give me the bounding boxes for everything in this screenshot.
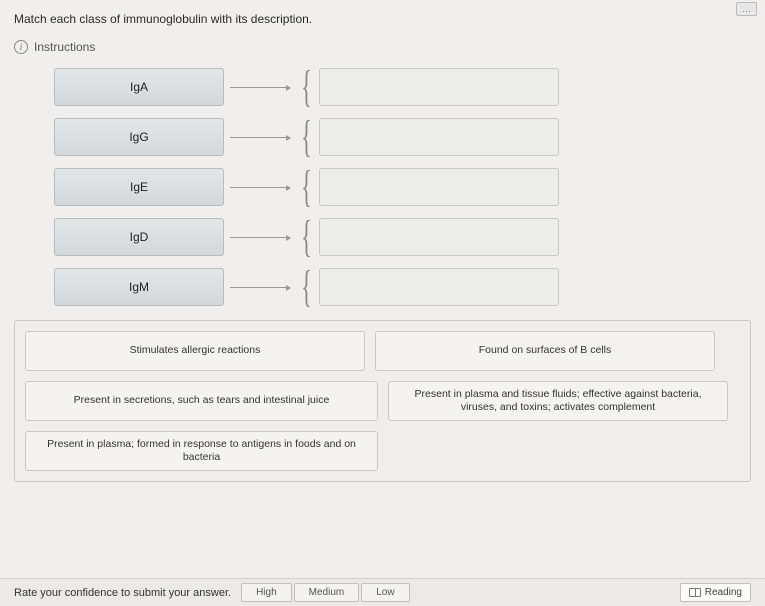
connector-line bbox=[230, 137, 290, 138]
connector-line bbox=[230, 187, 290, 188]
match-row: IgG { bbox=[14, 118, 751, 156]
drop-target[interactable] bbox=[319, 68, 559, 106]
brace-icon: { bbox=[301, 268, 312, 306]
reading-label: Reading bbox=[705, 587, 742, 598]
match-row: IgM { bbox=[14, 268, 751, 306]
question-prompt: Match each class of immunoglobulin with … bbox=[14, 10, 751, 26]
option-card[interactable]: Present in secretions, such as tears and… bbox=[25, 381, 378, 421]
term-ige[interactable]: IgE bbox=[54, 168, 224, 206]
term-iga[interactable]: IgA bbox=[54, 68, 224, 106]
confidence-label: Rate your confidence to submit your answ… bbox=[14, 587, 231, 599]
drop-target[interactable] bbox=[319, 268, 559, 306]
options-panel: Stimulates allergic reactions Found on s… bbox=[14, 320, 751, 482]
connector-line bbox=[230, 237, 290, 238]
term-igg[interactable]: IgG bbox=[54, 118, 224, 156]
connector-line bbox=[230, 287, 290, 288]
option-card[interactable]: Present in plasma; formed in response to… bbox=[25, 431, 378, 471]
connector-line bbox=[230, 87, 290, 88]
instructions-row[interactable]: i Instructions bbox=[14, 40, 751, 54]
option-card[interactable]: Stimulates allergic reactions bbox=[25, 331, 365, 371]
info-icon: i bbox=[14, 40, 28, 54]
instructions-label: Instructions bbox=[34, 40, 95, 54]
match-row: IgA { bbox=[14, 68, 751, 106]
match-row: IgD { bbox=[14, 218, 751, 256]
brace-icon: { bbox=[301, 68, 312, 106]
brace-icon: { bbox=[301, 218, 312, 256]
matching-area: IgA { IgG { IgE { IgD { IgM { bbox=[14, 68, 751, 306]
confidence-high-button[interactable]: High bbox=[241, 583, 292, 602]
book-icon bbox=[689, 588, 701, 597]
brace-icon: { bbox=[301, 168, 312, 206]
brace-icon: { bbox=[301, 118, 312, 156]
confidence-low-button[interactable]: Low bbox=[361, 583, 409, 602]
reading-button[interactable]: Reading bbox=[680, 583, 751, 602]
drop-target[interactable] bbox=[319, 168, 559, 206]
match-row: IgE { bbox=[14, 168, 751, 206]
drop-target[interactable] bbox=[319, 218, 559, 256]
confidence-medium-button[interactable]: Medium bbox=[294, 583, 360, 602]
term-igm[interactable]: IgM bbox=[54, 268, 224, 306]
question-page: … Match each class of immunoglobulin wit… bbox=[0, 0, 765, 606]
footer-bar: Rate your confidence to submit your answ… bbox=[0, 578, 765, 606]
option-card[interactable]: Found on surfaces of B cells bbox=[375, 331, 715, 371]
option-card[interactable]: Present in plasma and tissue fluids; eff… bbox=[388, 381, 728, 421]
drop-target[interactable] bbox=[319, 118, 559, 156]
header-partial-button[interactable]: … bbox=[736, 2, 757, 16]
term-igd[interactable]: IgD bbox=[54, 218, 224, 256]
